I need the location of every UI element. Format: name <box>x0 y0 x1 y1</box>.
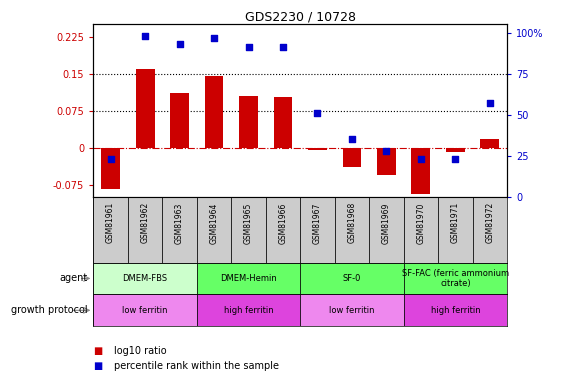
Text: percentile rank within the sample: percentile rank within the sample <box>114 361 279 370</box>
Bar <box>369 197 403 262</box>
Bar <box>101 148 120 189</box>
Bar <box>196 294 300 326</box>
Text: DMEM-Hemin: DMEM-Hemin <box>220 274 277 283</box>
Text: GSM81964: GSM81964 <box>209 202 219 243</box>
Text: low ferritin: low ferritin <box>329 306 375 315</box>
Point <box>278 44 287 50</box>
Point <box>416 156 426 162</box>
Bar <box>438 197 473 262</box>
Point <box>451 156 460 162</box>
Text: GSM81962: GSM81962 <box>141 202 149 243</box>
Text: GSM81961: GSM81961 <box>106 202 115 243</box>
Bar <box>473 197 507 262</box>
Bar <box>480 139 500 148</box>
Text: GSM81972: GSM81972 <box>486 202 494 243</box>
Text: low ferritin: low ferritin <box>122 306 168 315</box>
Bar <box>403 197 438 262</box>
Bar <box>412 148 430 194</box>
Bar <box>93 294 196 326</box>
Bar <box>308 148 327 150</box>
Title: GDS2230 / 10728: GDS2230 / 10728 <box>245 10 356 23</box>
Bar <box>300 197 335 262</box>
Text: GSM81966: GSM81966 <box>279 202 287 243</box>
Bar <box>128 197 162 262</box>
Text: SF-0: SF-0 <box>343 274 361 283</box>
Bar <box>170 93 189 148</box>
Text: GSM81970: GSM81970 <box>416 202 426 243</box>
Text: GSM81965: GSM81965 <box>244 202 253 243</box>
Bar <box>266 197 300 262</box>
Text: GSM81968: GSM81968 <box>347 202 356 243</box>
Bar <box>231 197 266 262</box>
Text: high ferritin: high ferritin <box>431 306 480 315</box>
Text: high ferritin: high ferritin <box>224 306 273 315</box>
Bar <box>205 76 223 148</box>
Bar <box>446 148 465 152</box>
Bar <box>273 97 293 148</box>
Text: GSM81971: GSM81971 <box>451 202 460 243</box>
Point <box>382 148 391 154</box>
Point <box>244 44 253 50</box>
Bar <box>196 197 231 262</box>
Bar <box>93 197 128 262</box>
Text: SF-FAC (ferric ammonium
citrate): SF-FAC (ferric ammonium citrate) <box>402 269 509 288</box>
Text: GSM81963: GSM81963 <box>175 202 184 243</box>
Bar <box>377 148 396 175</box>
Bar <box>239 96 258 148</box>
Bar <box>162 197 196 262</box>
Point <box>347 136 357 142</box>
Bar <box>403 262 507 294</box>
Point <box>313 110 322 116</box>
Point <box>141 33 150 39</box>
Bar <box>403 294 507 326</box>
Point <box>485 100 494 106</box>
Bar <box>342 148 361 167</box>
Bar <box>300 294 403 326</box>
Point <box>209 34 219 40</box>
Text: ■: ■ <box>93 361 103 370</box>
Bar <box>300 262 403 294</box>
Point <box>175 41 184 47</box>
Bar <box>93 262 196 294</box>
Bar <box>335 197 369 262</box>
Text: DMEM-FBS: DMEM-FBS <box>122 274 167 283</box>
Text: agent: agent <box>59 273 87 284</box>
Point <box>106 156 115 162</box>
Bar <box>135 69 154 148</box>
Text: GSM81969: GSM81969 <box>382 202 391 243</box>
Text: log10 ratio: log10 ratio <box>114 346 166 355</box>
Text: ■: ■ <box>93 346 103 355</box>
Text: growth protocol: growth protocol <box>11 305 87 315</box>
Text: GSM81967: GSM81967 <box>313 202 322 243</box>
Bar <box>196 262 300 294</box>
